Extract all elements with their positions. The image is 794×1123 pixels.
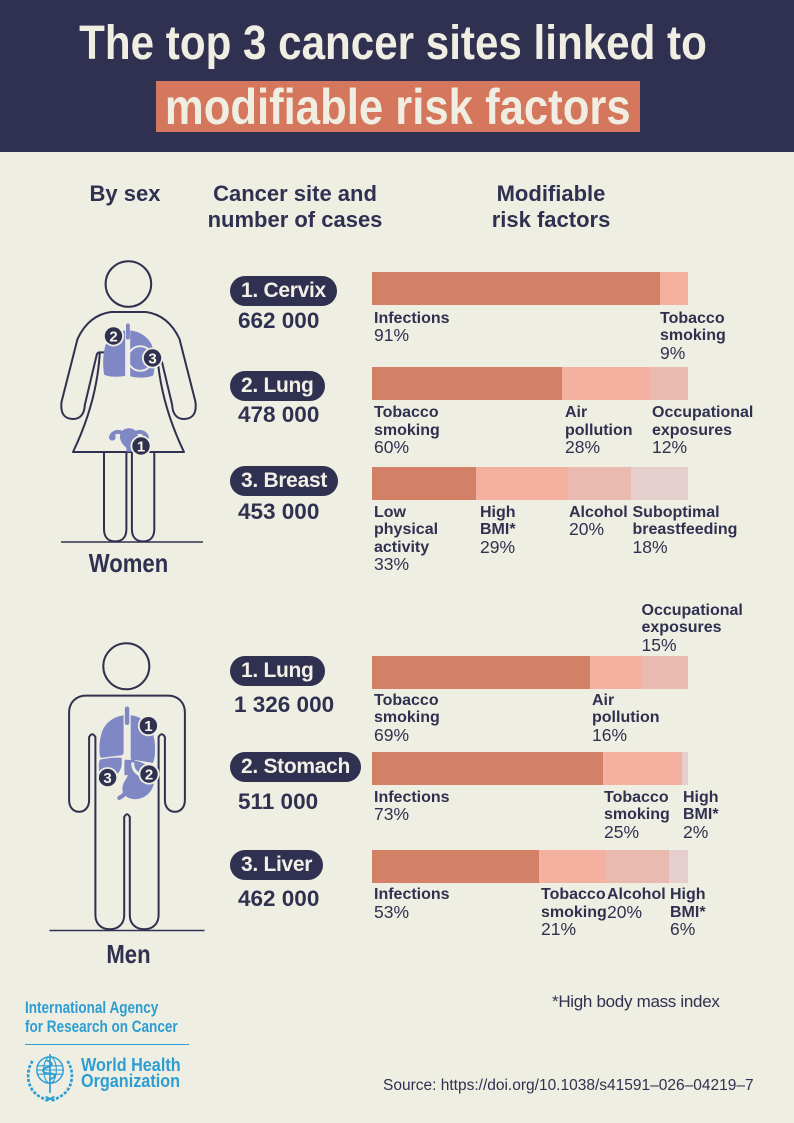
svg-text:1: 1 (137, 438, 145, 455)
svg-text:2: 2 (109, 328, 117, 345)
svg-text:2: 2 (145, 766, 153, 783)
svg-text:3: 3 (148, 350, 156, 367)
svg-text:1: 1 (144, 718, 152, 735)
svg-text:3: 3 (103, 770, 111, 787)
